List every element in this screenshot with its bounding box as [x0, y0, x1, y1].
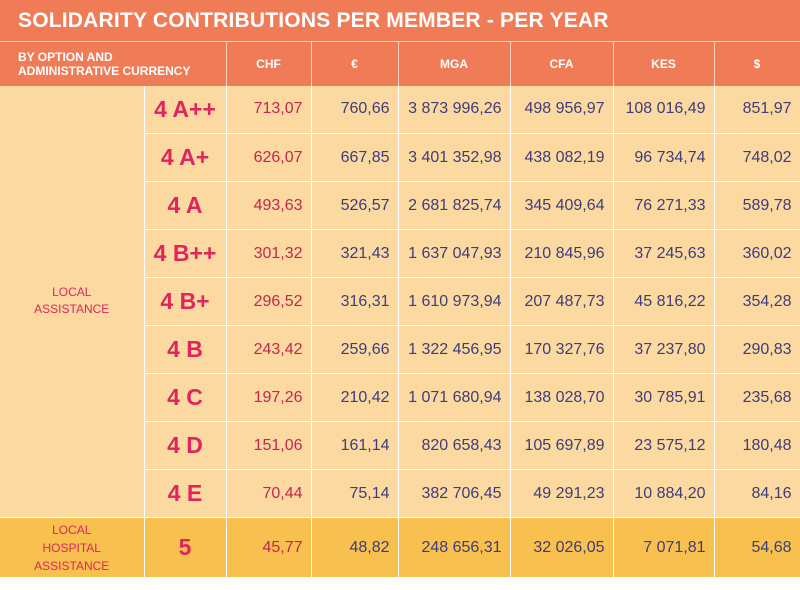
table-row: 4 B++ 301,32 321,43 1 637 047,93 210 845… — [0, 229, 800, 278]
value-eur: 210,42 — [311, 373, 399, 422]
value-usd: 235,68 — [714, 373, 800, 422]
value-eur: 259,66 — [311, 325, 399, 374]
value-chf: 243,42 — [226, 325, 312, 374]
value-kes: 76 271,33 — [613, 181, 715, 230]
table-row: 4 B+ 296,52 316,31 1 610 973,94 207 487,… — [0, 277, 800, 326]
value-kes: 10 884,20 — [613, 469, 715, 518]
value-eur: 75,14 — [311, 469, 399, 518]
value-usd: 84,16 — [714, 469, 800, 518]
group-local-line2: ASSISTANCE — [34, 302, 110, 317]
header-chf: CHF — [226, 41, 312, 86]
group-local-hospital-assistance: LOCAL HOSPITAL ASSISTANCE — [0, 517, 145, 578]
value-cfa: 170 327,76 — [510, 325, 614, 374]
value-eur: 667,85 — [311, 133, 399, 182]
value-kes: 45 816,22 — [613, 277, 715, 326]
header-kes: KES — [613, 41, 715, 86]
header-corner-line2: ADMINISTRATIVE CURRENCY — [18, 63, 191, 78]
value-chf: 70,44 — [226, 469, 312, 518]
option-label: 4 A++ — [144, 85, 227, 134]
value-mga: 820 658,43 — [398, 421, 511, 470]
value-mga: 1 322 456,95 — [398, 325, 511, 374]
contributions-table: BY OPTION AND ADMINISTRATIVE CURRENCY CH… — [0, 41, 800, 578]
value-chf: 151,06 — [226, 421, 312, 470]
value-chf: 296,52 — [226, 277, 312, 326]
option-label: 4 D — [144, 421, 227, 470]
group-hospital-line3: ASSISTANCE — [34, 558, 110, 573]
value-eur: 48,82 — [311, 517, 399, 578]
option-label: 5 — [144, 517, 227, 578]
table-row: 4 D 151,06 161,14 820 658,43 105 697,89 … — [0, 421, 800, 470]
value-chf: 301,32 — [226, 229, 312, 278]
group-hospital-line1: LOCAL — [52, 522, 92, 537]
value-kes: 7 071,81 — [613, 517, 715, 578]
value-usd: 589,78 — [714, 181, 800, 230]
table-row: LOCAL HOSPITAL ASSISTANCE 5 45,77 48,82 … — [0, 517, 800, 578]
value-cfa: 32 026,05 — [510, 517, 614, 578]
option-label: 4 C — [144, 373, 227, 422]
header-usd: $ — [714, 41, 800, 86]
value-kes: 23 575,12 — [613, 421, 715, 470]
value-usd: 290,83 — [714, 325, 800, 374]
value-cfa: 345 409,64 — [510, 181, 614, 230]
value-eur: 526,57 — [311, 181, 399, 230]
option-label: 4 B+ — [144, 277, 227, 326]
value-mga: 1 071 680,94 — [398, 373, 511, 422]
header-cfa: CFA — [510, 41, 614, 86]
value-kes: 96 734,74 — [613, 133, 715, 182]
group-local-line1: LOCAL — [52, 285, 92, 300]
option-label: 4 A — [144, 181, 227, 230]
table-row: 4 A+ 626,07 667,85 3 401 352,98 438 082,… — [0, 133, 800, 182]
value-usd: 748,02 — [714, 133, 800, 182]
value-eur: 316,31 — [311, 277, 399, 326]
value-cfa: 105 697,89 — [510, 421, 614, 470]
value-mga: 1 610 973,94 — [398, 277, 511, 326]
header-corner-line1: BY OPTION AND — [18, 49, 113, 64]
value-chf: 626,07 — [226, 133, 312, 182]
value-mga: 1 637 047,93 — [398, 229, 511, 278]
header-row: BY OPTION AND ADMINISTRATIVE CURRENCY CH… — [0, 41, 800, 86]
value-cfa: 438 082,19 — [510, 133, 614, 182]
group-local-assistance: LOCAL ASSISTANCE — [0, 85, 145, 518]
table-row: 4 C 197,26 210,42 1 071 680,94 138 028,7… — [0, 373, 800, 422]
value-eur: 760,66 — [311, 85, 399, 134]
value-kes: 37 245,63 — [613, 229, 715, 278]
value-mga: 2 681 825,74 — [398, 181, 511, 230]
option-label: 4 A+ — [144, 133, 227, 182]
header-mga: MGA — [398, 41, 511, 86]
value-chf: 713,07 — [226, 85, 312, 134]
value-chf: 45,77 — [226, 517, 312, 578]
value-kes: 37 237,80 — [613, 325, 715, 374]
value-mga: 3 873 996,26 — [398, 85, 511, 134]
value-mga: 248 656,31 — [398, 517, 511, 578]
header-corner: BY OPTION AND ADMINISTRATIVE CURRENCY — [0, 41, 227, 86]
table-row: 4 B 243,42 259,66 1 322 456,95 170 327,7… — [0, 325, 800, 374]
value-usd: 54,68 — [714, 517, 800, 578]
option-label: 4 B++ — [144, 229, 227, 278]
value-cfa: 138 028,70 — [510, 373, 614, 422]
value-eur: 321,43 — [311, 229, 399, 278]
value-eur: 161,14 — [311, 421, 399, 470]
table-row: 4 E 70,44 75,14 382 706,45 49 291,23 10 … — [0, 469, 800, 518]
value-kes: 30 785,91 — [613, 373, 715, 422]
option-label: 4 B — [144, 325, 227, 374]
group-hospital-line2: HOSPITAL — [42, 540, 101, 555]
value-cfa: 210 845,96 — [510, 229, 614, 278]
table-row: LOCAL ASSISTANCE 4 A++ 713,07 760,66 3 8… — [0, 85, 800, 518]
value-cfa: 498 956,97 — [510, 85, 614, 134]
value-cfa: 207 487,73 — [510, 277, 614, 326]
table-row: 4 A 493,63 526,57 2 681 825,74 345 409,6… — [0, 181, 800, 230]
value-mga: 3 401 352,98 — [398, 133, 511, 182]
value-chf: 197,26 — [226, 373, 312, 422]
value-usd: 354,28 — [714, 277, 800, 326]
value-chf: 493,63 — [226, 181, 312, 230]
page-title: SOLIDARITY CONTRIBUTIONS PER MEMBER - PE… — [0, 0, 800, 42]
value-kes: 108 016,49 — [613, 85, 715, 134]
header-eur: € — [311, 41, 399, 86]
value-usd: 180,48 — [714, 421, 800, 470]
option-label: 4 E — [144, 469, 227, 518]
value-cfa: 49 291,23 — [510, 469, 614, 518]
value-usd: 851,97 — [714, 85, 800, 134]
value-usd: 360,02 — [714, 229, 800, 278]
value-mga: 382 706,45 — [398, 469, 511, 518]
